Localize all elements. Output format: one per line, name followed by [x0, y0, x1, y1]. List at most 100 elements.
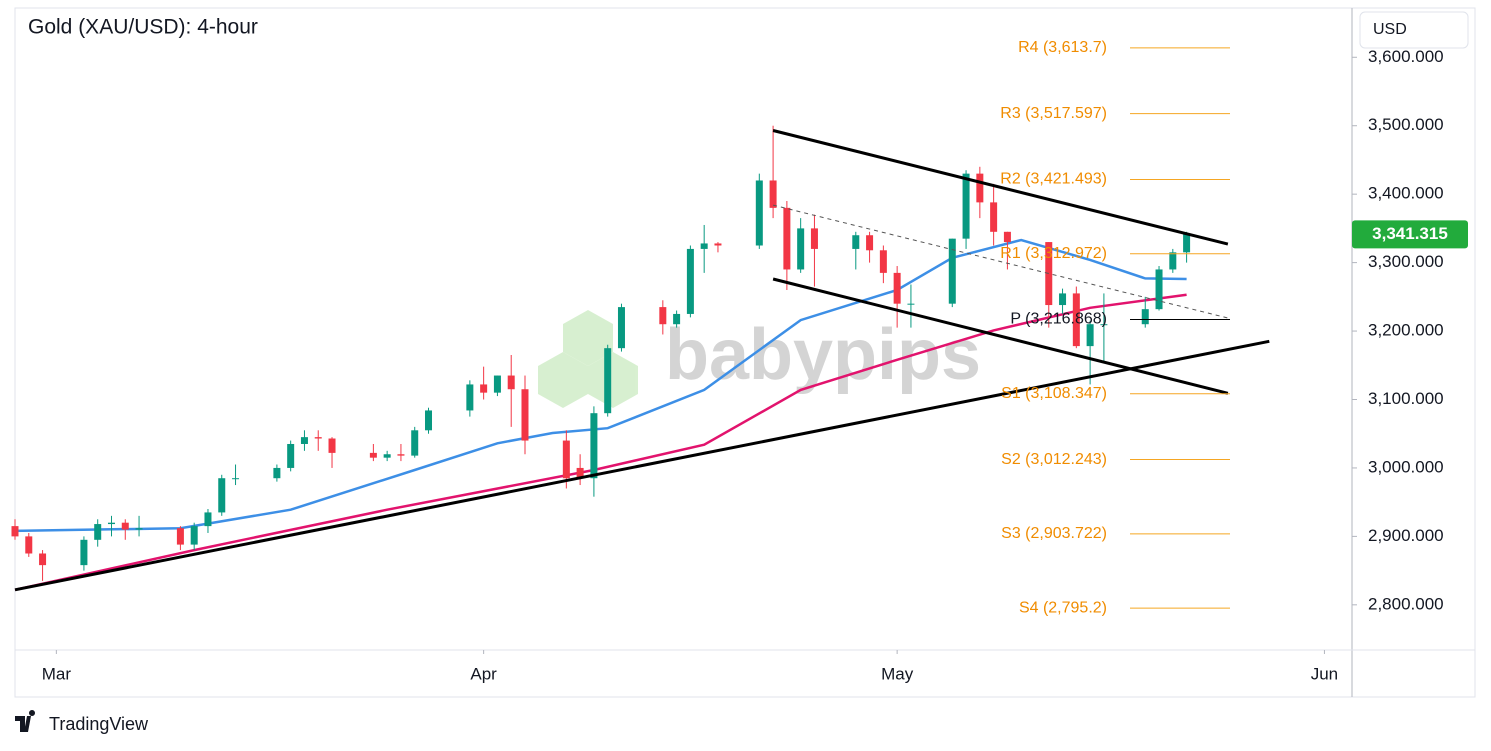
- candle-body: [1059, 293, 1067, 306]
- candle-body: [80, 539, 88, 566]
- pivot-label: S3 (2,903.722): [1001, 525, 1107, 542]
- candle-body: [176, 528, 184, 545]
- candle-body: [328, 438, 336, 453]
- y-tick-label: 2,800.000: [1368, 594, 1444, 613]
- candle-body: [962, 173, 970, 239]
- candle-body: [287, 443, 295, 468]
- pivot-label: S2 (3,012.243): [1001, 451, 1107, 468]
- candle-body: [135, 528, 143, 530]
- cube: [588, 352, 638, 408]
- candle-body: [480, 384, 488, 393]
- y-tick-label: 3,500.000: [1368, 115, 1444, 134]
- candle-body: [232, 478, 240, 480]
- candle-body: [1045, 242, 1053, 306]
- candle-body: [562, 440, 570, 479]
- x-tick-label: Jun: [1311, 664, 1338, 683]
- pivot-label: R2 (3,421.493): [1000, 171, 1107, 188]
- candle-body: [617, 307, 625, 349]
- trend-line: [772, 277, 1229, 395]
- candle-body: [1141, 309, 1149, 325]
- candle-body: [700, 243, 708, 249]
- candle-body: [11, 526, 19, 537]
- x-tick-label: May: [881, 664, 914, 683]
- candle-body: [204, 512, 212, 527]
- y-tick-label: 2,900.000: [1368, 526, 1444, 545]
- pivot-label: R3 (3,517.597): [1000, 105, 1107, 122]
- candle-body: [218, 478, 226, 513]
- candle-body: [797, 228, 805, 270]
- candle-body: [190, 526, 198, 545]
- candle-body: [121, 522, 129, 530]
- candle-body: [659, 307, 667, 325]
- candle-body: [948, 238, 956, 304]
- candle-body: [1072, 293, 1080, 347]
- candle-body: [673, 313, 681, 325]
- currency-label: USD: [1373, 21, 1407, 38]
- candle-body: [521, 389, 529, 441]
- pivot-label: S1 (3,108.347): [1001, 385, 1107, 402]
- candle-body: [907, 303, 915, 305]
- frame: [14, 7, 1476, 698]
- candle-body: [1086, 324, 1094, 347]
- candle-body: [425, 410, 433, 431]
- candle-body: [1183, 234, 1191, 253]
- candle-body: [107, 522, 115, 525]
- cube: [563, 310, 613, 366]
- candle-body: [686, 248, 694, 314]
- candle-body: [1003, 231, 1011, 243]
- y-tick-label: 3,300.000: [1368, 252, 1444, 271]
- y-tick-label: 3,200.000: [1368, 321, 1444, 340]
- candle-body: [852, 235, 860, 249]
- candle-body: [507, 375, 515, 390]
- cube: [538, 352, 588, 408]
- candle-body: [466, 384, 474, 411]
- brand: TradingView: [49, 714, 149, 734]
- chart-title: Gold (XAU/USD): 4-hour: [28, 16, 258, 39]
- pivot-label: S4 (2,795.2): [1019, 599, 1107, 616]
- candle-body: [879, 250, 887, 273]
- candle-body: [576, 467, 584, 479]
- candle-body: [893, 272, 901, 304]
- y-tick-label: 3,100.000: [1368, 389, 1444, 408]
- trend-line: [772, 129, 1229, 246]
- moving-average: [14, 293, 1187, 592]
- candle-body: [590, 413, 598, 479]
- candle-body: [755, 180, 763, 246]
- trend-line: [14, 339, 1270, 592]
- candle-body: [25, 536, 33, 554]
- candle-body: [39, 553, 47, 566]
- candle-body: [769, 180, 777, 208]
- pivot-label: R4 (3,613.7): [1018, 39, 1107, 56]
- candle-body: [493, 375, 501, 393]
- candle-body: [369, 452, 377, 458]
- x-tick-label: Apr: [470, 664, 497, 683]
- last-price-badge: [1352, 220, 1468, 249]
- candle-body: [783, 207, 791, 270]
- candle-body: [94, 524, 102, 540]
- candle-body: [314, 437, 322, 439]
- candle-body: [604, 348, 612, 414]
- candle-body: [714, 243, 722, 246]
- pivot-label: P (3,216.868): [1010, 311, 1107, 328]
- candle-body: [383, 454, 391, 458]
- candle-body: [411, 430, 419, 456]
- logo-mark: [15, 710, 36, 732]
- candle-body: [273, 467, 281, 479]
- y-tick-label: 3,000.000: [1368, 457, 1444, 476]
- candle-body: [1155, 269, 1163, 310]
- pivot-label: R1 (3,312.972): [1000, 245, 1107, 262]
- brand-logo: [15, 710, 36, 732]
- currency-box[interactable]: [1359, 11, 1469, 49]
- watermark-cubes: [538, 310, 638, 408]
- candle-body: [866, 235, 874, 251]
- candle-body: [1100, 324, 1108, 326]
- candle-body: [810, 228, 818, 249]
- y-tick-label: 3,400.000: [1368, 184, 1444, 203]
- candle-body: [976, 173, 984, 203]
- last-price-label: 3,341.315: [1372, 224, 1448, 243]
- moving-average: [14, 238, 1187, 533]
- x-tick-label: Mar: [42, 664, 72, 683]
- y-tick-label: 3,600.000: [1368, 47, 1444, 66]
- candle-body: [990, 202, 998, 232]
